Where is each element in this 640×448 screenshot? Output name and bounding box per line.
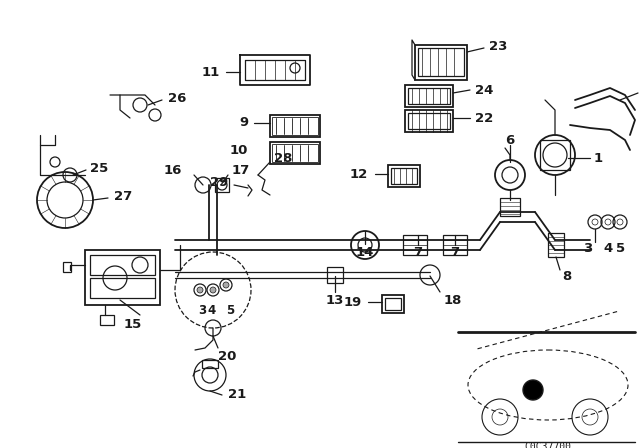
Bar (327, 267, 343, 283)
Text: 13: 13 (326, 293, 344, 306)
Text: 14: 14 (356, 246, 374, 258)
Text: 10: 10 (230, 143, 248, 156)
Text: 18: 18 (444, 293, 462, 306)
Bar (415, 45, 467, 80)
Bar (540, 140, 570, 170)
Bar (272, 144, 318, 162)
Text: 26: 26 (168, 91, 186, 104)
Bar (500, 198, 520, 216)
Text: 24: 24 (475, 83, 493, 96)
Bar (215, 178, 229, 192)
Bar (85, 250, 160, 305)
Text: 5: 5 (226, 303, 234, 316)
Bar (202, 360, 218, 368)
Text: 16: 16 (164, 164, 182, 177)
Bar (63, 262, 71, 272)
Bar (391, 168, 417, 184)
Bar (272, 117, 318, 135)
Circle shape (210, 287, 216, 293)
Text: 20: 20 (218, 349, 236, 362)
Text: 21: 21 (228, 388, 246, 401)
Bar (90, 278, 155, 298)
Text: 23: 23 (489, 39, 508, 52)
Bar (382, 295, 404, 313)
Text: C0C37700: C0C37700 (525, 442, 572, 448)
Bar (418, 48, 464, 76)
Text: 3: 3 (584, 241, 593, 254)
Bar (100, 315, 114, 325)
Bar (270, 142, 320, 164)
Circle shape (523, 380, 543, 400)
Bar (388, 165, 420, 187)
Bar (443, 235, 467, 255)
Text: 6: 6 (506, 134, 515, 146)
Bar (405, 85, 453, 107)
Circle shape (223, 282, 229, 288)
Text: 17: 17 (232, 164, 250, 177)
Bar (385, 298, 401, 310)
Bar (90, 255, 155, 275)
Bar (403, 235, 427, 255)
Text: 1: 1 (594, 151, 603, 164)
Text: 12: 12 (349, 168, 368, 181)
Text: 8: 8 (562, 270, 572, 283)
Text: 4: 4 (208, 303, 216, 316)
Bar (408, 88, 450, 104)
Bar (548, 233, 564, 257)
Text: 9: 9 (239, 116, 248, 129)
Text: 25: 25 (90, 161, 108, 175)
Text: 22: 22 (475, 112, 493, 125)
Text: 4: 4 (604, 241, 612, 254)
Text: 11: 11 (202, 65, 220, 78)
Text: 5: 5 (616, 241, 625, 254)
Text: 3: 3 (198, 303, 206, 316)
Text: 27: 27 (114, 190, 132, 202)
Bar (405, 110, 453, 132)
Text: 29: 29 (210, 177, 228, 190)
Text: 15: 15 (124, 319, 142, 332)
Text: 28: 28 (274, 151, 292, 164)
Text: 7: 7 (413, 246, 422, 258)
Text: 19: 19 (344, 296, 362, 309)
Bar (270, 115, 320, 137)
Bar (408, 113, 450, 129)
Circle shape (197, 287, 203, 293)
Text: 7: 7 (451, 246, 460, 258)
